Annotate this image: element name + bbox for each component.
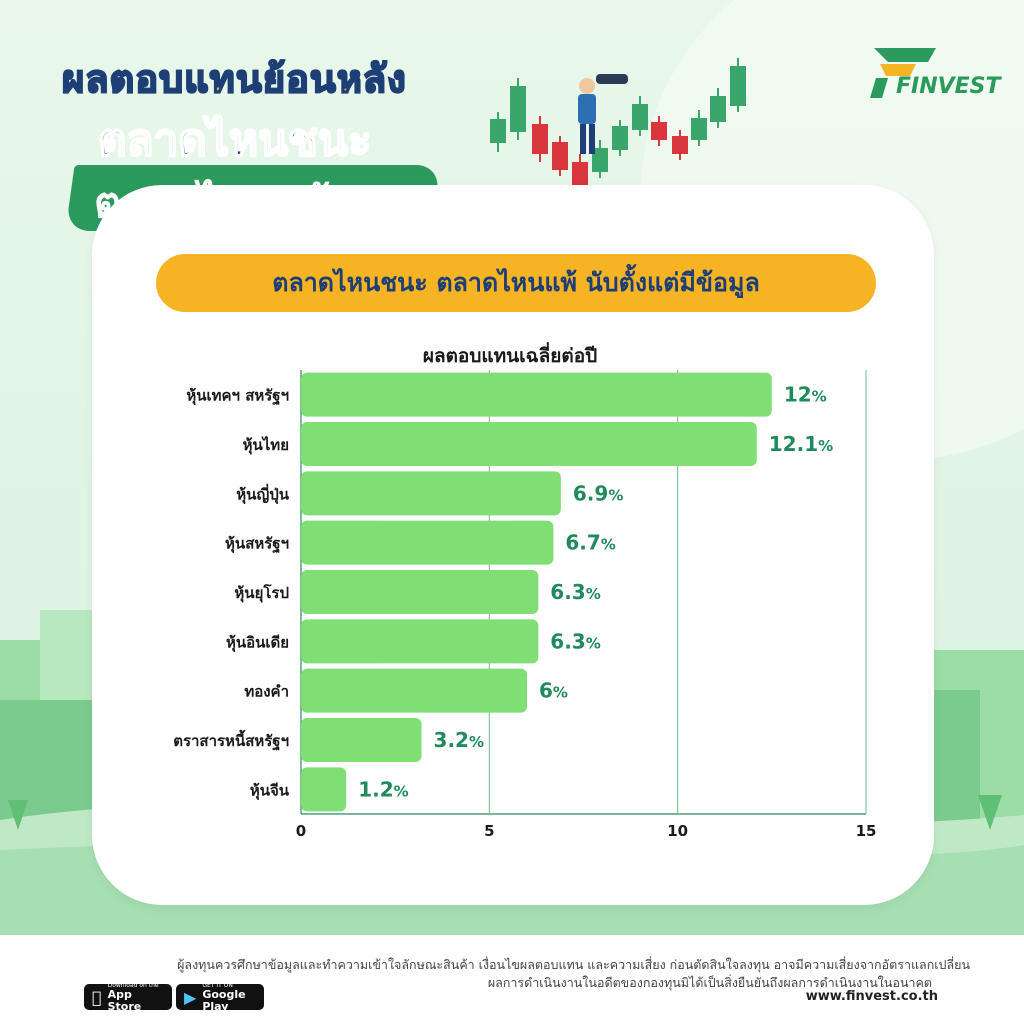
bar xyxy=(301,520,554,565)
value-suffix: % xyxy=(586,585,601,603)
google-play-badge[interactable]: ▶ GET IT ON Google Play xyxy=(176,981,264,1013)
disclaimer-line-2: ผลการดำเนินงานในอดีตของกองทุนมิได้เป็นสิ… xyxy=(487,975,932,990)
category-label: ทองคำ xyxy=(244,683,289,701)
category-label: หุ้นยุโรป xyxy=(234,583,289,603)
category-label: หุ้นสหรัฐฯ xyxy=(225,535,289,554)
value-suffix: % xyxy=(601,536,616,554)
chart-title: ผลตอบแทนเฉลี่ยต่อปี xyxy=(423,342,597,367)
category-label: หุ้นจีน xyxy=(250,781,290,800)
value-label: 6.9% xyxy=(573,481,623,505)
app-store-badge[interactable]:  Download on the App Store xyxy=(84,982,172,1012)
subtitle-banner-text: ตลาดไหนชนะ ตลาดไหนแพ้ นับตั้งแต่มีข้อมูล xyxy=(272,268,760,297)
value-suffix: % xyxy=(394,782,409,800)
value-suffix: % xyxy=(608,486,623,504)
x-tick-label: 0 xyxy=(296,822,306,840)
bar xyxy=(301,619,539,664)
category-label: ตราสารหนี้สหรัฐฯ xyxy=(173,729,289,751)
footer xyxy=(0,935,1024,1024)
value-suffix: % xyxy=(553,684,568,702)
value-suffix: % xyxy=(812,388,827,406)
value-suffix: % xyxy=(818,437,833,455)
bar xyxy=(301,570,539,614)
headline-line-2: ตลาดไหนชนะ xyxy=(97,114,373,167)
website-link[interactable]: www.finvest.co.th xyxy=(805,989,938,1004)
google-play-icon: ▶ xyxy=(184,987,197,1007)
value-label: 12.1% xyxy=(769,432,833,456)
value-label: 6.3% xyxy=(550,629,600,653)
value-suffix: % xyxy=(469,733,484,751)
subtitle-banner xyxy=(156,254,876,312)
value-label: 6% xyxy=(539,679,568,703)
bar xyxy=(301,767,347,812)
disclaimer-line-1: ผู้ลงทุนควรศึกษาข้อมูลและทำความเข้าใจลัก… xyxy=(177,957,970,972)
value-label: 12% xyxy=(784,383,827,407)
category-label: หุ้นญี่ปุ่น xyxy=(236,483,289,504)
bar xyxy=(301,471,561,516)
finvest-logo-text: FINVEST xyxy=(896,74,1001,99)
category-label: หุ้นอินเดีย xyxy=(226,633,289,652)
apple-icon:  xyxy=(92,988,102,1007)
bar xyxy=(301,372,772,417)
app-store-big-text: App Store xyxy=(98,988,160,1012)
value-label: 3.2% xyxy=(434,728,484,752)
google-play-small-text: GET IT ON xyxy=(202,981,233,989)
headline-line-1: ผลตอบแทนย้อนหลัง xyxy=(61,56,407,102)
finvest-logo-icon xyxy=(870,48,936,98)
bar xyxy=(301,422,757,466)
bar xyxy=(301,718,422,762)
category-label: หุ้นเทคฯ สหรัฐฯ xyxy=(186,387,289,406)
value-label: 1.2% xyxy=(358,777,408,801)
x-tick-label: 5 xyxy=(484,822,494,840)
category-label: หุ้นไทย xyxy=(243,435,289,455)
app-store-small-text: Download on the xyxy=(98,982,159,995)
value-label: 6.3% xyxy=(550,580,600,604)
value-label: 6.7% xyxy=(565,531,615,555)
google-play-big-text: Google Play xyxy=(202,987,246,1013)
x-tick-label: 10 xyxy=(667,822,688,840)
x-tick-label: 15 xyxy=(856,822,877,840)
bar xyxy=(301,668,527,713)
value-suffix: % xyxy=(586,634,601,652)
